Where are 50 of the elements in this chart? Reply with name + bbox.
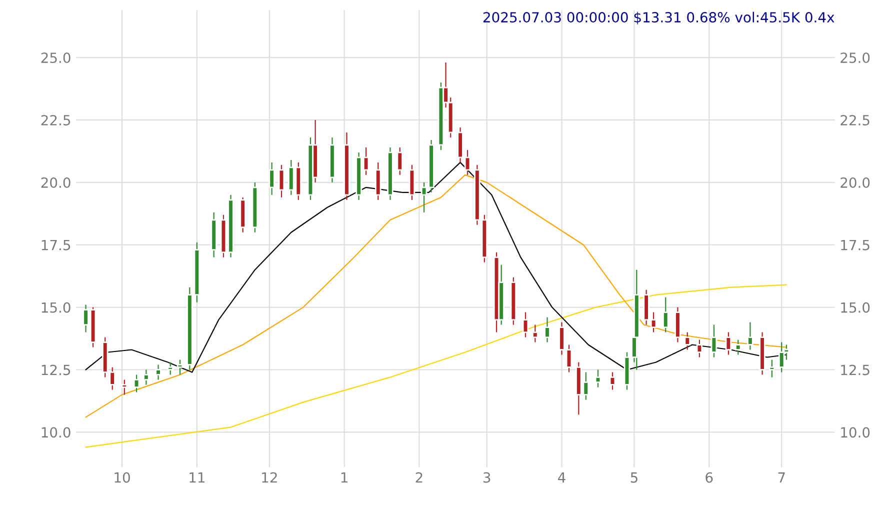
line-series [85, 162, 787, 373]
candlestick [768, 359, 776, 378]
candlestick [176, 359, 184, 376]
y-tick-label: 12.5 [42, 364, 70, 376]
chart-title: 2025.07.03 00:00:00 $13.31 0.68% vol:45.5K 0.4x [483, 12, 834, 24]
y2-tick-label: 15.0 [841, 302, 870, 313]
x-tick-label: 10 [114, 472, 130, 483]
candlestick [121, 379, 128, 396]
x-tick-label: 4 [558, 472, 566, 483]
candlestick [167, 362, 174, 376]
candlestick [532, 324, 538, 343]
y2-tick-label: 25.0 [840, 52, 870, 64]
x-tick-label: 5 [630, 472, 638, 483]
candlestick [684, 332, 690, 350]
y2-tick-label: 22.5 [840, 114, 870, 126]
candlestick [544, 316, 550, 343]
candlestick [609, 372, 616, 390]
candlestick [735, 339, 742, 356]
x-tick-label: 1 [341, 472, 348, 483]
x-tick-label: 3 [483, 472, 490, 483]
y-tick-label: 17.5 [42, 240, 70, 250]
candlestick [710, 324, 718, 358]
candlestick [268, 162, 275, 196]
y2-tick-label: 12.5 [841, 364, 870, 376]
y-tick-label: 22.5 [41, 114, 70, 126]
y-tick-label: 15.0 [42, 302, 70, 313]
candlestick [696, 339, 703, 358]
x-tick-label: 2 [416, 472, 422, 483]
candlestick [133, 374, 140, 393]
candlestick [143, 369, 150, 386]
candlestick [155, 364, 162, 380]
candlestick [747, 322, 754, 350]
candlestick [278, 164, 285, 198]
y-tick-label: 20.0 [41, 177, 70, 188]
candlestick [662, 296, 669, 333]
y2-tick-label: 10.0 [841, 427, 870, 438]
y-tick-label: 25.0 [41, 52, 70, 64]
x-tick-label: 11 [190, 472, 204, 483]
candlestick [594, 369, 602, 388]
y2-tick-label: 20.0 [840, 177, 870, 188]
y-tick-label: 10.0 [42, 427, 70, 438]
x-tick-label: 7 [778, 472, 785, 483]
x-tick-label: 6 [706, 472, 713, 483]
candlestick [522, 312, 529, 338]
y2-tick-label: 17.5 [841, 240, 870, 250]
x-tick-label: 12 [262, 472, 277, 483]
candlestick [725, 332, 732, 356]
line-series [85, 174, 787, 418]
line-series [85, 284, 787, 448]
candlestick [396, 146, 403, 176]
